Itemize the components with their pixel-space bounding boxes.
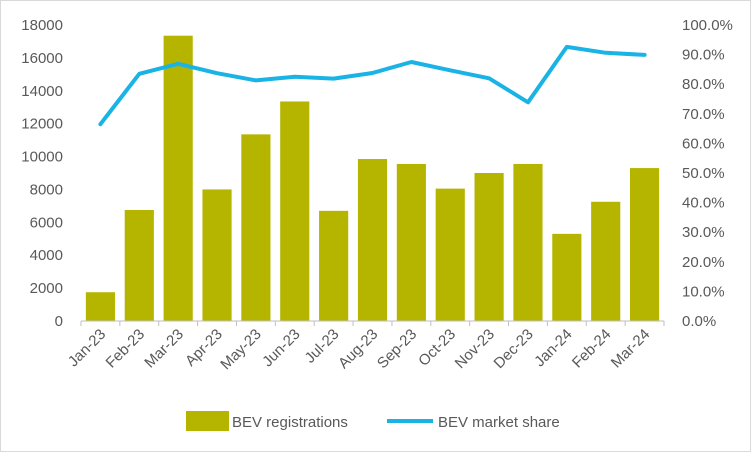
right-tick-label: 60.0% — [682, 135, 725, 152]
left-tick-label: 8000 — [30, 181, 63, 198]
left-tick-label: 12000 — [21, 116, 63, 133]
bar-Dec-23 — [513, 164, 542, 321]
x-tick-label: May-23 — [217, 326, 264, 373]
bar-May-23 — [241, 134, 270, 321]
right-tick-label: 90.0% — [682, 47, 725, 64]
legend: BEV registrations BEV market share — [186, 411, 560, 431]
bar-Feb-23 — [125, 210, 154, 321]
bar-Oct-23 — [436, 189, 465, 321]
bar-Nov-23 — [475, 173, 504, 321]
bar-Jan-24 — [552, 234, 581, 321]
bar-Mar-23 — [164, 36, 193, 321]
x-tick-label: Jun-23 — [259, 326, 303, 370]
x-tick-label: Sep-23 — [374, 326, 420, 372]
left-tick-label: 2000 — [30, 280, 63, 297]
right-tick-label: 100.0% — [682, 17, 733, 34]
bar-Feb-24 — [591, 202, 620, 321]
bar-series — [86, 36, 659, 321]
x-tick-label: Feb-24 — [569, 326, 615, 372]
right-axis-ticks: 0.0% 10.0% 20.0% 30.0% 40.0% 50.0% 60.0% 70.0% 8… — [682, 17, 733, 330]
legend-line-label: BEV market share — [438, 414, 560, 431]
bar-Apr-23 — [202, 189, 231, 321]
left-tick-label: 6000 — [30, 214, 63, 231]
legend-bar-label: BEV registrations — [232, 414, 348, 431]
right-tick-label: 10.0% — [682, 283, 725, 300]
x-tick-label: Dec-23 — [491, 326, 537, 372]
left-tick-label: 4000 — [30, 247, 63, 264]
bar-Sep-23 — [397, 164, 426, 321]
right-tick-label: 0.0% — [682, 313, 716, 330]
right-tick-label: 50.0% — [682, 165, 725, 182]
legend-bar-swatch — [186, 411, 229, 431]
right-tick-label: 70.0% — [682, 106, 725, 123]
bar-Aug-23 — [358, 159, 387, 321]
left-tick-label: 16000 — [21, 50, 63, 67]
x-tick-label: Jan-24 — [531, 326, 575, 370]
left-tick-label: 0 — [55, 313, 63, 330]
bar-Jul-23 — [319, 211, 348, 321]
right-tick-label: 80.0% — [682, 76, 725, 93]
right-tick-label: 40.0% — [682, 195, 725, 212]
bar-Mar-24 — [630, 168, 659, 321]
x-tick-label: Oct-23 — [415, 326, 459, 370]
left-axis-ticks: 0 2000 4000 6000 8000 10000 12000 14000 16000 180… — [21, 17, 63, 330]
x-tick-label: Nov-23 — [452, 326, 498, 372]
left-tick-label: 14000 — [21, 83, 63, 100]
right-tick-label: 30.0% — [682, 224, 725, 241]
x-tick-label: Mar-23 — [141, 326, 187, 372]
x-tick-label: Mar-24 — [608, 326, 654, 372]
bar-Jan-23 — [86, 292, 115, 321]
right-tick-label: 20.0% — [682, 254, 725, 271]
axes — [81, 321, 664, 326]
left-tick-label: 18000 — [21, 17, 63, 34]
x-tick-label: Aug-23 — [335, 326, 381, 372]
x-tick-label: Feb-23 — [102, 326, 148, 372]
x-axis-ticks: Jan-23Feb-23Mar-23Apr-23May-23Jun-23Jul-… — [65, 326, 654, 373]
left-tick-label: 10000 — [21, 149, 63, 166]
x-tick-label: Jan-23 — [65, 326, 109, 370]
bar-Jun-23 — [280, 101, 309, 321]
